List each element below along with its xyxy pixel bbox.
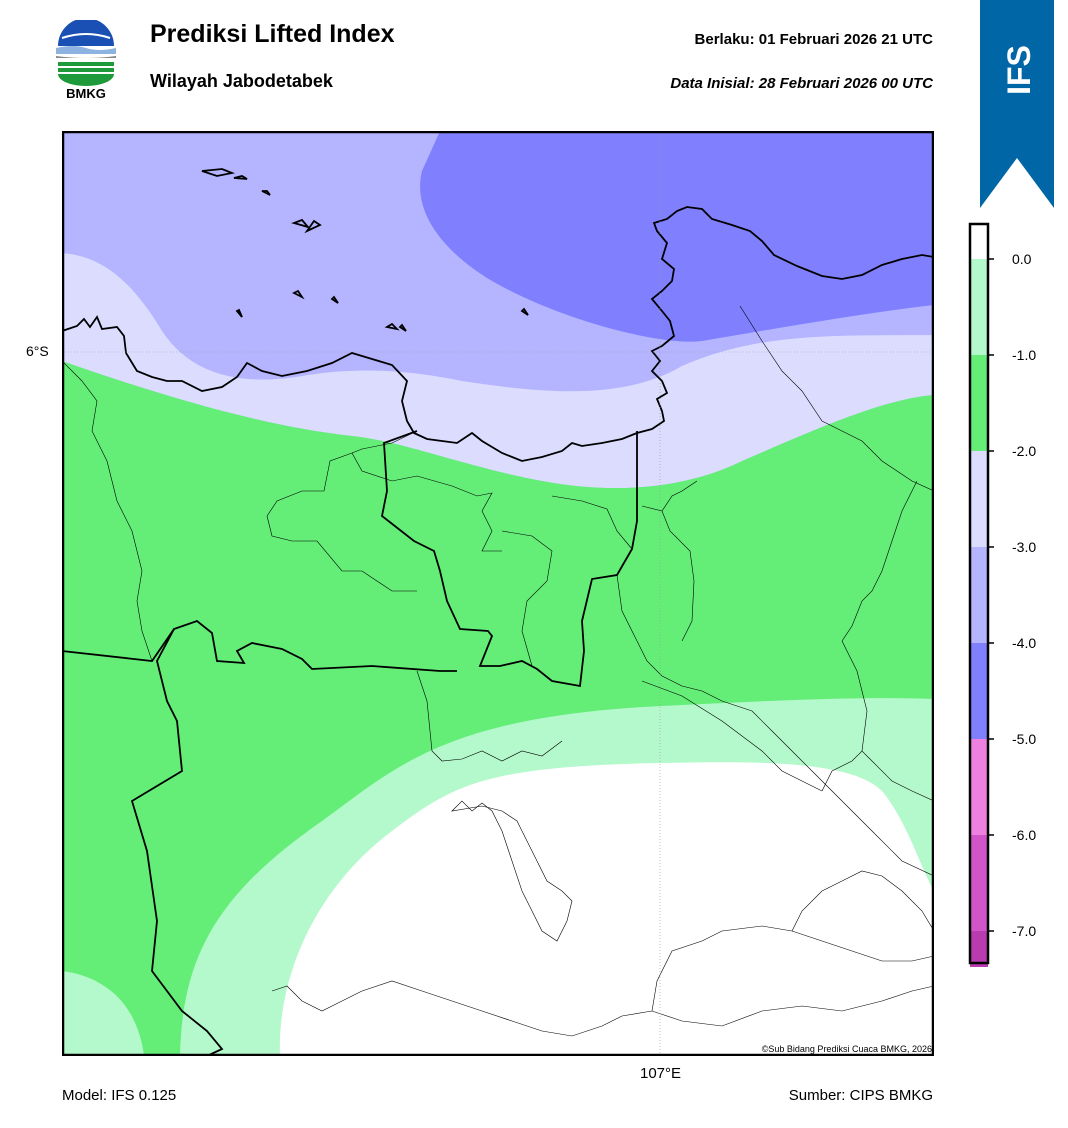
page-title: Prediksi Lifted Index (150, 20, 395, 48)
shade-band-4to5 (420, 131, 934, 342)
ifs-badge: IFS (980, 0, 1054, 208)
province-boundaries (62, 430, 638, 1056)
colorbar-segment (970, 259, 988, 355)
longitude-label: 107°E (640, 1065, 682, 1082)
colorbar-tick-label: -1.0 (1012, 347, 1036, 363)
colorbar-tick-label: -6.0 (1012, 827, 1036, 843)
colorbar-tick-label: -3.0 (1012, 539, 1036, 555)
shade-band-0to1-corner (62, 971, 144, 1056)
colorbar-tick-label: -4.0 (1012, 635, 1036, 651)
colorbar-tick-label: 0.0 (1012, 251, 1032, 267)
colorbar-segment (970, 835, 988, 931)
colorbar-tick-label: -2.0 (1012, 443, 1036, 459)
colorbar-segment (970, 547, 988, 643)
colorbar-tick-label: -5.0 (1012, 731, 1036, 747)
colorbar-frame (968, 222, 990, 965)
logo-text: BMKG (66, 86, 106, 101)
coastline (62, 168, 934, 462)
valid-time: Berlaku: 01 Februari 2026 21 UTC (694, 31, 933, 48)
graticule (62, 131, 934, 1056)
colorbar-segment (970, 643, 988, 739)
colorbar-segment (970, 451, 988, 547)
colorbar-segment (970, 931, 988, 967)
init-time: Data Inisial: 28 Februari 2026 00 UTC (670, 75, 933, 92)
shade-band-2to3 (62, 253, 934, 489)
shade-band-above-0 (279, 762, 934, 1056)
colorbar-segment (970, 224, 988, 259)
colorbar-tick-label: -7.0 (1012, 923, 1036, 939)
source-label: Sumber: CIPS BMKG (788, 1087, 933, 1104)
map-frame (62, 131, 934, 1056)
latitude-label: 6°S (26, 343, 49, 359)
colorbar: 0.0 -1.0 -2.0 -3.0 -4.0 -5.0 -6.0 -7.0 (968, 222, 1036, 967)
ifs-badge-text: IFS (1001, 45, 1037, 95)
region-subtitle: Wilayah Jabodetabek (150, 71, 333, 91)
model-label: Model: IFS 0.125 (62, 1087, 177, 1104)
colorbar-segment (970, 739, 988, 835)
bmkg-logo: BMKG (56, 20, 116, 101)
colorbar-segment (970, 355, 988, 451)
district-boundaries (62, 305, 934, 1037)
lifted-index-map (62, 131, 934, 1056)
copyright-note: ©Sub Bidang Prediksi Cuaca BMKG, 2026 (761, 1044, 932, 1054)
